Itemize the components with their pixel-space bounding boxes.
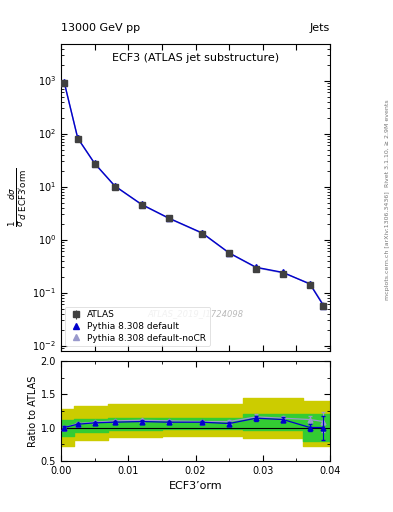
Pythia 8.308 default [227,250,231,256]
Text: ATLAS_2019_I1724098: ATLAS_2019_I1724098 [147,309,244,318]
Pythia 8.308 default-noCR [200,230,205,237]
Y-axis label: Ratio to ATLAS: Ratio to ATLAS [28,375,38,446]
Pythia 8.308 default [75,135,80,141]
Pythia 8.308 default-noCR [308,281,312,287]
Pythia 8.308 default [281,269,285,275]
Pythia 8.308 default-noCR [112,183,117,189]
Pythia 8.308 default [140,201,144,207]
Legend: ATLAS, Pythia 8.308 default, Pythia 8.308 default-noCR: ATLAS, Pythia 8.308 default, Pythia 8.30… [65,307,210,346]
Text: Jets: Jets [310,23,330,33]
Pythia 8.308 default-noCR [227,250,231,256]
Text: ECF3 (ATLAS jet substructure): ECF3 (ATLAS jet substructure) [112,53,279,63]
Pythia 8.308 default-noCR [254,265,259,271]
Text: Rivet 3.1.10, ≥ 2.9M events: Rivet 3.1.10, ≥ 2.9M events [385,99,389,187]
Pythia 8.308 default [321,303,326,309]
Pythia 8.308 default [62,79,67,86]
Pythia 8.308 default [112,183,117,189]
Pythia 8.308 default [200,230,205,236]
Pythia 8.308 default-noCR [140,202,144,208]
Pythia 8.308 default-noCR [321,302,326,308]
Y-axis label: $\frac{1}{\sigma}\frac{d\sigma}{d\ \mathrm{ECF3^{\prime}orm}}$: $\frac{1}{\sigma}\frac{d\sigma}{d\ \math… [7,167,29,227]
Text: 13000 GeV pp: 13000 GeV pp [61,23,140,33]
Text: mcplots.cern.ch [arXiv:1306.3436]: mcplots.cern.ch [arXiv:1306.3436] [385,191,389,300]
Pythia 8.308 default [308,281,312,287]
Line: Pythia 8.308 default: Pythia 8.308 default [61,80,326,308]
Pythia 8.308 default-noCR [75,135,80,141]
Pythia 8.308 default [92,160,97,166]
Pythia 8.308 default-noCR [281,270,285,276]
Pythia 8.308 default-noCR [92,160,97,166]
Pythia 8.308 default-noCR [166,215,171,221]
Pythia 8.308 default [254,264,259,270]
Pythia 8.308 default [166,215,171,221]
Line: Pythia 8.308 default-noCR: Pythia 8.308 default-noCR [61,80,326,308]
X-axis label: ECF3’orm: ECF3’orm [169,481,222,491]
Pythia 8.308 default-noCR [62,80,67,86]
